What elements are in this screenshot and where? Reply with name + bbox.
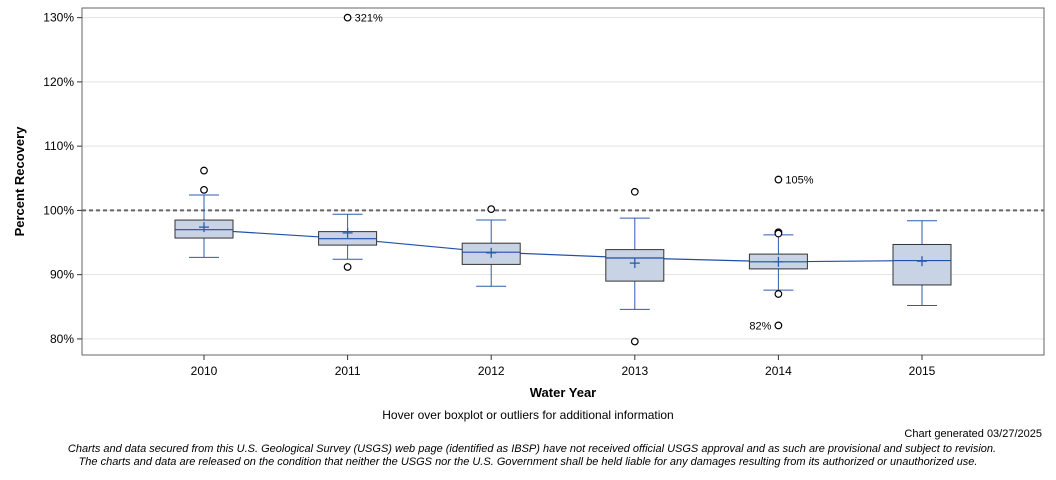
outlier-point[interactable]	[774, 321, 783, 330]
box-2012[interactable]	[461, 219, 521, 287]
y-axis-ticks: 80% 90% 100% 110% 120% 130%	[43, 11, 82, 346]
outlier-point[interactable]	[774, 175, 783, 184]
box-2013[interactable]	[605, 217, 665, 310]
outlier-point[interactable]	[630, 187, 639, 196]
outlier-point[interactable]	[630, 337, 639, 346]
outlier-point[interactable]	[487, 205, 496, 214]
outlier-point[interactable]	[200, 166, 208, 175]
outlier-label: 321%	[355, 13, 383, 25]
outlier-label: 105%	[785, 175, 813, 187]
outliers[interactable]: 321% 105% 82%	[200, 13, 814, 346]
x-axis-title: Water Year	[530, 385, 597, 400]
x-tick-label: 2015	[909, 364, 936, 378]
outlier-point[interactable]	[774, 229, 783, 238]
disclaimer-line-2: The charts and data are released on the …	[78, 456, 978, 468]
x-axis-ticks: 2010 2011 2012 2013 2014 2015	[191, 355, 936, 378]
y-axis-title: Percent Recovery	[12, 126, 27, 237]
x-tick-label: 2013	[621, 364, 648, 378]
chart-generated-date: Chart generated 03/27/2025	[904, 428, 1042, 440]
outlier-point[interactable]	[774, 290, 783, 298]
y-tick-label: 100%	[43, 203, 74, 217]
boxplots[interactable]	[174, 194, 952, 310]
outlier-label: 82%	[749, 320, 771, 332]
plot-frame	[81, 7, 1045, 356]
median-connect-polyline	[203, 229, 923, 263]
gridlines	[82, 17, 1044, 340]
outlier-point[interactable]	[343, 263, 352, 271]
hover-instruction: Hover over boxplot or outliers for addit…	[382, 408, 674, 422]
box-2014[interactable]	[748, 234, 808, 291]
x-tick-label: 2010	[191, 364, 218, 378]
box-2010[interactable]	[174, 194, 234, 258]
y-tick-label: 80%	[50, 332, 74, 346]
y-tick-label: 90%	[50, 268, 74, 282]
x-tick-label: 2011	[335, 364, 361, 378]
y-tick-label: 120%	[43, 75, 74, 89]
mean-connect-line	[203, 229, 923, 263]
y-tick-label: 110%	[44, 139, 74, 153]
outlier-point[interactable]	[343, 13, 352, 22]
x-tick-label: 2014	[765, 364, 792, 378]
disclaimer-line-1: Charts and data secured from this U.S. G…	[67, 443, 997, 455]
x-tick-label: 2012	[478, 364, 505, 378]
outlier-point[interactable]	[200, 185, 208, 194]
box-2011[interactable]	[318, 213, 378, 260]
box-2015[interactable]	[892, 220, 952, 307]
y-tick-label: 130%	[43, 11, 74, 25]
